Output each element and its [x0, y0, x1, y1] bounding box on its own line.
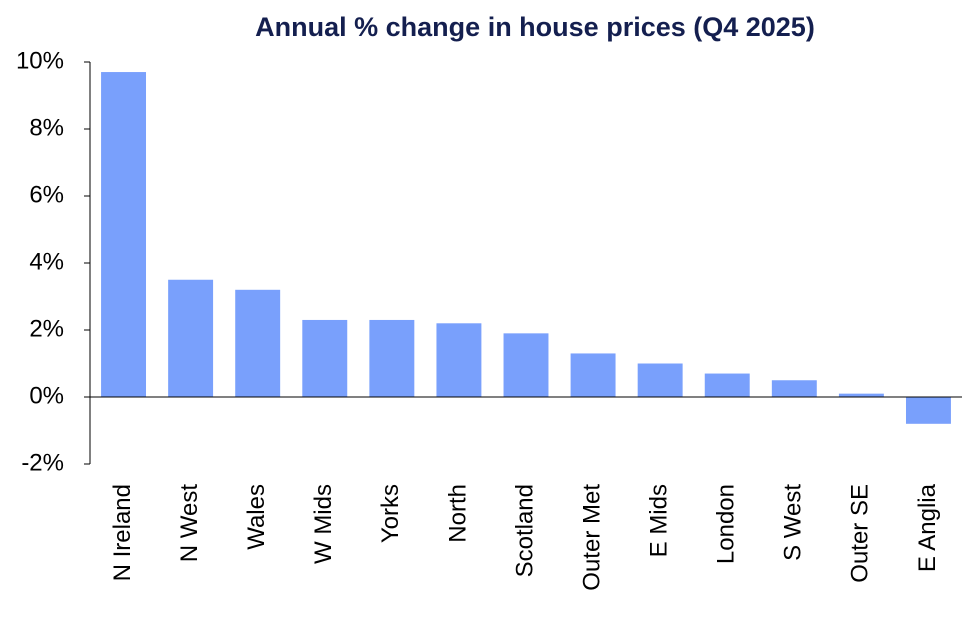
x-tick-label: E Mids [645, 484, 672, 557]
bar [771, 380, 817, 397]
chart-title: Annual % change in house prices (Q4 2025… [255, 12, 815, 42]
bar [704, 373, 750, 397]
x-tick-label: E Anglia [914, 483, 941, 572]
bar [637, 363, 683, 397]
y-tick-label: 0% [29, 382, 64, 409]
y-tick-label: 10% [16, 47, 64, 74]
x-tick-label: N Ireland [109, 484, 136, 581]
x-tick-label: W Mids [310, 484, 337, 564]
bar [369, 319, 415, 397]
x-tick-label: North [444, 484, 471, 543]
y-tick-label: 4% [29, 248, 64, 275]
y-tick-label: 6% [29, 181, 64, 208]
bar [302, 319, 348, 397]
bar [570, 353, 616, 397]
bar [905, 397, 951, 424]
x-tick-label: Outer Met [578, 484, 605, 591]
x-tick-label: Yorks [377, 484, 404, 543]
bar [168, 279, 214, 397]
bar [838, 393, 884, 397]
y-tick-label: 8% [29, 114, 64, 141]
bar [436, 323, 482, 397]
x-tick-label: S West [780, 484, 807, 561]
x-tick-label: London [713, 484, 740, 564]
x-tick-label: Wales [243, 484, 270, 550]
bar [503, 333, 549, 397]
y-tick-label: 2% [29, 315, 64, 342]
bar [101, 72, 147, 398]
y-tick-label: -2% [21, 449, 64, 476]
x-tick-label: N West [176, 484, 203, 563]
x-tick-label: Scotland [511, 484, 538, 577]
bar [235, 289, 281, 397]
x-tick-label: Outer SE [847, 484, 874, 583]
